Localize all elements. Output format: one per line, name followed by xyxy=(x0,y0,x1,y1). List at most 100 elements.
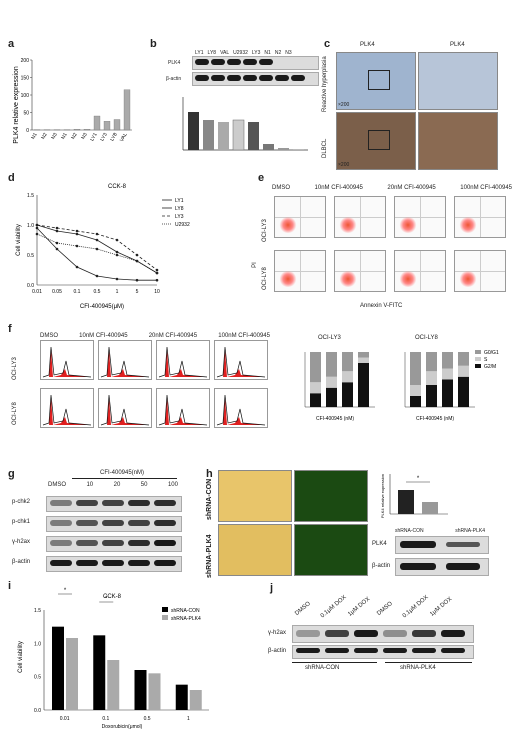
panel-a-ytick: 150 xyxy=(21,76,30,82)
panel-a-ytick: 100 xyxy=(21,93,30,99)
panel-i-xtick: 0.01 xyxy=(60,716,70,722)
blot-band xyxy=(154,500,176,506)
h-bf-con xyxy=(218,470,292,522)
panel-d-point xyxy=(155,278,159,282)
panel-f-stack-seg xyxy=(342,371,353,383)
panel-d-xtick: 5 xyxy=(136,289,139,295)
panel-d-ytick: 0.5 xyxy=(27,253,34,259)
blot-band xyxy=(76,540,98,546)
flow-plot xyxy=(394,250,446,292)
panel-a-bar xyxy=(103,121,111,131)
panel-c-col2: PLK4 xyxy=(450,42,465,48)
panel-d-ytick: 0.0 xyxy=(27,283,34,289)
flow-plot xyxy=(454,196,506,238)
panel-i-chart: CCK-8 Cell viability Doxorubicin(μmol) 0… xyxy=(18,588,209,730)
panel-i-ytick: 1.0 xyxy=(34,641,41,647)
blot-band xyxy=(76,500,98,506)
blot-band xyxy=(354,630,378,637)
panel-a-xtick: N1 xyxy=(60,132,69,141)
panel-i-legend: shRNA-CON xyxy=(171,608,200,614)
panel-d-point xyxy=(75,232,79,236)
panel-f-stack-seg xyxy=(458,376,469,407)
panel-a-label: a xyxy=(8,38,15,50)
panel-a-bar xyxy=(123,89,131,131)
panel-f-stack-seg xyxy=(442,379,453,407)
panel-f-stack-seg xyxy=(326,376,337,388)
j-row1: γ-h2ax xyxy=(268,630,287,636)
panel-b-lanes: LY1 LY8 VAL U2932 LY3 N1 N2 N3 xyxy=(195,50,292,56)
cell-cycle-histogram xyxy=(40,340,94,380)
panel-a-bar xyxy=(113,119,121,131)
blot-band xyxy=(128,560,150,566)
panel-i-label: i xyxy=(8,580,12,592)
panel-d-line xyxy=(36,227,157,281)
panel-c-row1: Reactive hyperplasia xyxy=(322,56,328,112)
panel-d-point xyxy=(55,229,59,233)
panel-g-row: p-chk1 xyxy=(12,519,31,525)
panel-a-xtick: N2 xyxy=(40,132,49,141)
panel-i-bar xyxy=(175,684,188,710)
panel-e-ylabel: PI xyxy=(251,262,258,268)
panel-a-ytick: 50 xyxy=(23,111,29,117)
panel-d-ytick: 1.5 xyxy=(27,193,34,199)
panel-d-point xyxy=(95,274,99,278)
cell-cycle-histogram xyxy=(98,340,152,380)
svg-text:CFI-400945 (nM): CFI-400945 (nM) xyxy=(416,416,454,422)
svg-text:PLK4 relative expression: PLK4 relative expression xyxy=(380,474,385,518)
blot-band xyxy=(354,648,378,653)
panel-f-stack-seg xyxy=(342,382,353,407)
panel-d-point xyxy=(55,241,59,245)
svg-text:G2/M: G2/M xyxy=(484,364,496,370)
panel-b-label: b xyxy=(150,38,157,50)
panel-d-xtick: 0.5 xyxy=(94,289,101,295)
panel-f-stack-seg xyxy=(358,352,369,358)
panel-e-cols: DMSO 10nM CFI-400945 20nM CFI-400945 100nM … xyxy=(272,185,512,191)
panel-f-row2: OCI-LY8 xyxy=(12,402,18,425)
zoom-box-1 xyxy=(368,70,390,90)
panel-g-header: CFI-400945(nM) xyxy=(100,470,145,476)
panel-a-bar xyxy=(73,129,81,131)
flow-plot xyxy=(334,250,386,292)
panel-i-sig: * xyxy=(105,596,108,602)
panel-f-stack-seg xyxy=(458,352,469,366)
micro-dlbcl-high xyxy=(418,112,498,170)
panel-f-stack-seg xyxy=(410,396,421,407)
panel-f-stack-seg xyxy=(358,357,369,363)
panel-a-xtick: N2 xyxy=(70,132,79,141)
panel-g-row: β-actin xyxy=(12,559,31,565)
panel-i-ytick: 1.5 xyxy=(34,608,41,614)
panel-g-lanes: DMSO 10 20 50 100 xyxy=(48,482,178,488)
panel-d-ylabel: Cell viability xyxy=(16,224,22,256)
panel-i-xtick: 0.1 xyxy=(102,716,109,722)
panel-b-bars xyxy=(182,97,308,151)
panel-d-point xyxy=(35,223,39,227)
panel-i-bar xyxy=(52,626,64,710)
svg-text:CCK-8: CCK-8 xyxy=(103,594,122,600)
panel-f-stack-seg xyxy=(442,352,453,369)
panel-i-ytick: 0.0 xyxy=(34,708,41,714)
panel-d-xtick: 0.01 xyxy=(32,289,42,295)
panel-a-xtick: LY1 xyxy=(89,132,99,143)
panel-e-row1: OCI-LY3 xyxy=(262,219,268,242)
blot-band xyxy=(50,560,72,566)
blot-band xyxy=(50,540,72,546)
panel-d-point xyxy=(35,232,39,236)
panel-f-cols: DMSO 10nM CFI-400945 20nM CFI-400945 100nM … xyxy=(40,333,270,339)
mag-2: ×200 xyxy=(338,162,350,168)
mag-1: ×200 xyxy=(338,102,350,108)
cell-cycle-histogram xyxy=(98,388,152,428)
panel-f-stacked: G0/G1 S G2/M CFI-400945 (nM) CFI-400945 … xyxy=(304,350,499,422)
cell-cycle-histogram xyxy=(214,388,268,428)
panel-i-sig: * xyxy=(64,588,67,594)
panel-a-bar xyxy=(83,129,91,131)
svg-text:CFI-400945 (nM): CFI-400945 (nM) xyxy=(316,416,354,422)
panel-h-label: h xyxy=(206,468,213,480)
flow-plot xyxy=(394,196,446,238)
panel-a-xtick: VAL xyxy=(119,132,129,143)
blot-band xyxy=(154,560,176,566)
blot-band xyxy=(296,630,320,637)
blot-band xyxy=(383,648,407,653)
panel-a-xtick: N3 xyxy=(80,132,89,141)
blot-band xyxy=(50,520,72,526)
panel-f-row1: OCI-LY3 xyxy=(12,357,18,380)
